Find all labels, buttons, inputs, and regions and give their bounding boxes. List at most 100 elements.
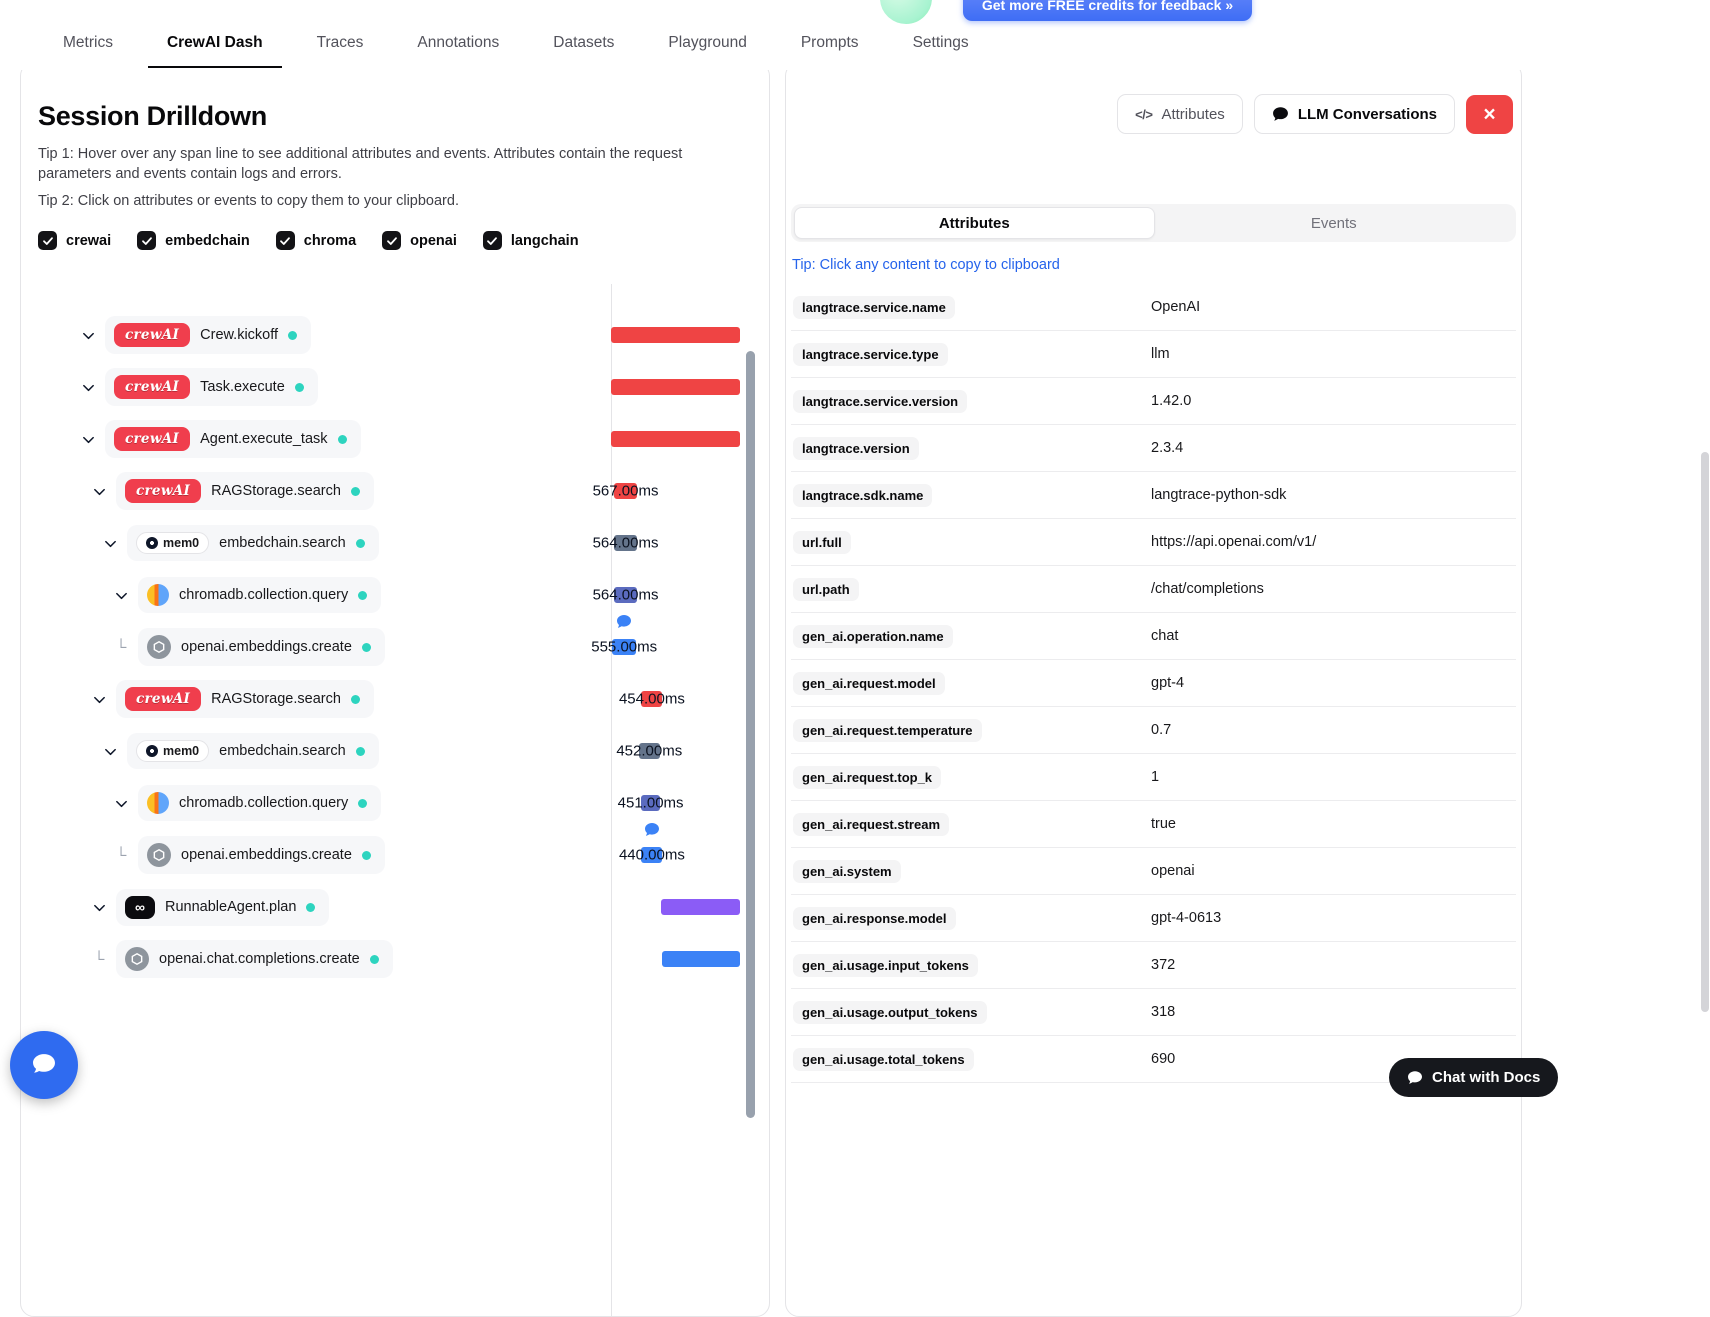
- span-duration-bar[interactable]: [661, 899, 741, 915]
- attribute-key[interactable]: gen_ai.usage.output_tokens: [793, 1000, 987, 1024]
- span-pill[interactable]: crewAI Agent.execute_task: [105, 420, 361, 458]
- span-duration-bar[interactable]: [613, 535, 638, 551]
- span-pill[interactable]: mem0 embedchain.search: [127, 525, 379, 561]
- span-duration-bar[interactable]: [638, 743, 660, 759]
- attribute-value[interactable]: /chat/completions: [1151, 581, 1264, 597]
- span-row[interactable]: ∞ RunnableAgent.plan: [21, 881, 743, 933]
- span-row[interactable]: mem0 embedchain.search 564.00ms: [21, 517, 743, 569]
- nav-tab[interactable]: Prompts: [782, 26, 878, 68]
- nav-tab[interactable]: CrewAI Dash: [147, 26, 282, 68]
- attribute-key[interactable]: langtrace.sdk.name: [793, 483, 933, 507]
- attribute-value[interactable]: gpt-4-0613: [1151, 910, 1222, 926]
- attribute-value[interactable]: gpt-4: [1151, 675, 1185, 691]
- checkbox-icon[interactable]: [137, 231, 157, 250]
- attribute-key[interactable]: langtrace.version: [793, 436, 919, 460]
- chevron-down-icon[interactable]: [89, 692, 109, 707]
- checkbox-icon[interactable]: [275, 231, 295, 250]
- vendor-filter[interactable]: openai: [382, 231, 457, 250]
- span-row[interactable]: crewAI Crew.kickoff: [21, 309, 743, 361]
- span-duration-bar[interactable]: [611, 431, 741, 447]
- attribute-key[interactable]: gen_ai.system: [793, 859, 901, 883]
- nav-tab[interactable]: Metrics: [44, 26, 132, 68]
- nav-tab[interactable]: Settings: [894, 26, 988, 68]
- tree-scrollbar[interactable]: [746, 351, 755, 1118]
- attribute-value[interactable]: 1.42.0: [1151, 393, 1192, 409]
- free-credits-button[interactable]: Get more FREE credits for feedback »: [963, 0, 1252, 21]
- span-pill[interactable]: crewAI Task.execute: [105, 368, 318, 406]
- chevron-down-icon[interactable]: [78, 432, 98, 447]
- attribute-key[interactable]: gen_ai.response.model: [793, 906, 956, 930]
- attribute-key[interactable]: gen_ai.request.temperature: [793, 718, 982, 742]
- span-row[interactable]: crewAI Task.execute: [21, 361, 743, 413]
- attributes-view-button[interactable]: </> Attributes: [1117, 94, 1243, 134]
- span-duration-bar[interactable]: [641, 847, 663, 863]
- span-duration-bar[interactable]: [641, 795, 660, 811]
- attribute-value[interactable]: 690: [1151, 1051, 1176, 1067]
- chevron-down-icon[interactable]: [100, 744, 120, 759]
- span-duration-bar[interactable]: [611, 327, 741, 343]
- span-pill[interactable]: crewAI RAGStorage.search: [116, 472, 374, 510]
- chevron-down-icon[interactable]: [78, 380, 98, 395]
- attribute-key[interactable]: gen_ai.operation.name: [793, 624, 953, 648]
- span-pill[interactable]: openai.chat.completions.create: [116, 940, 393, 978]
- attribute-key[interactable]: langtrace.service.name: [793, 295, 955, 319]
- span-duration-bar[interactable]: [662, 951, 741, 967]
- vendor-filter[interactable]: embedchain: [137, 231, 250, 250]
- attribute-key[interactable]: langtrace.service.version: [793, 389, 968, 413]
- span-row[interactable]: chromadb.collection.query 564.00ms: [21, 569, 743, 621]
- attribute-value[interactable]: 372: [1151, 957, 1176, 973]
- chevron-down-icon[interactable]: [78, 328, 98, 343]
- attribute-key[interactable]: gen_ai.usage.total_tokens: [793, 1047, 974, 1071]
- attribute-value[interactable]: https://api.openai.com/v1/: [1151, 534, 1317, 550]
- tab-attributes[interactable]: Attributes: [794, 207, 1155, 239]
- vendor-filter[interactable]: chroma: [275, 231, 356, 250]
- attribute-key[interactable]: gen_ai.usage.input_tokens: [793, 953, 978, 977]
- chevron-down-icon[interactable]: [111, 796, 131, 811]
- span-pill[interactable]: chromadb.collection.query: [138, 577, 382, 613]
- checkbox-icon[interactable]: [38, 231, 57, 250]
- span-row[interactable]: crewAI Agent.execute_task: [21, 413, 743, 465]
- attribute-value[interactable]: llm: [1151, 346, 1170, 362]
- span-row[interactable]: └ openai.embeddings.create 440.00ms: [21, 823, 743, 881]
- span-duration-bar[interactable]: [611, 379, 741, 395]
- attribute-value[interactable]: langtrace-python-sdk: [1151, 487, 1287, 503]
- attribute-value[interactable]: openai: [1151, 863, 1195, 879]
- vendor-filter[interactable]: langchain: [482, 231, 579, 250]
- attribute-value[interactable]: 0.7: [1151, 722, 1172, 738]
- attribute-key[interactable]: gen_ai.request.stream: [793, 812, 950, 836]
- nav-tab[interactable]: Playground: [649, 26, 765, 68]
- llm-conversations-button[interactable]: LLM Conversations: [1253, 94, 1455, 134]
- attribute-value[interactable]: 318: [1151, 1004, 1176, 1020]
- span-row[interactable]: crewAI RAGStorage.search 567.00ms: [21, 465, 743, 517]
- chat-launcher[interactable]: [10, 1031, 78, 1099]
- span-row[interactable]: chromadb.collection.query 451.00ms: [21, 777, 743, 829]
- attribute-value[interactable]: chat: [1151, 628, 1179, 644]
- span-pill[interactable]: openai.embeddings.create: [138, 836, 385, 874]
- span-row[interactable]: mem0 embedchain.search 452.00ms: [21, 725, 743, 777]
- span-row[interactable]: └ openai.chat.completions.create: [21, 933, 743, 985]
- checkbox-icon[interactable]: [382, 231, 402, 250]
- span-pill[interactable]: openai.embeddings.create: [138, 628, 385, 666]
- span-row[interactable]: └ openai.embeddings.create 555.00ms: [21, 615, 743, 673]
- attribute-value[interactable]: 1: [1151, 769, 1160, 785]
- page-scrollbar-thumb[interactable]: [1701, 452, 1709, 1012]
- attribute-key[interactable]: url.full: [793, 530, 851, 554]
- chevron-down-icon[interactable]: [111, 588, 131, 603]
- nav-tab[interactable]: Annotations: [398, 26, 518, 68]
- span-pill[interactable]: mem0 embedchain.search: [127, 733, 379, 769]
- span-pill[interactable]: ∞ RunnableAgent.plan: [116, 888, 330, 926]
- nav-tab[interactable]: Datasets: [534, 26, 633, 68]
- checkbox-icon[interactable]: [482, 231, 502, 250]
- vendor-filter[interactable]: crewai: [38, 231, 111, 250]
- span-duration-bar[interactable]: [613, 587, 638, 603]
- tab-events[interactable]: Events: [1310, 214, 1357, 232]
- span-pill[interactable]: crewAI RAGStorage.search: [116, 680, 374, 718]
- chevron-down-icon[interactable]: [89, 900, 109, 915]
- chevron-down-icon[interactable]: [100, 536, 120, 551]
- attribute-value[interactable]: 2.3.4: [1151, 440, 1184, 456]
- chat-with-docs-button[interactable]: Chat with Docs: [1389, 1058, 1559, 1097]
- user-avatar[interactable]: [878, 0, 934, 26]
- attribute-key[interactable]: gen_ai.request.model: [793, 671, 945, 695]
- chevron-down-icon[interactable]: [89, 484, 109, 499]
- attribute-value[interactable]: OpenAI: [1151, 299, 1201, 315]
